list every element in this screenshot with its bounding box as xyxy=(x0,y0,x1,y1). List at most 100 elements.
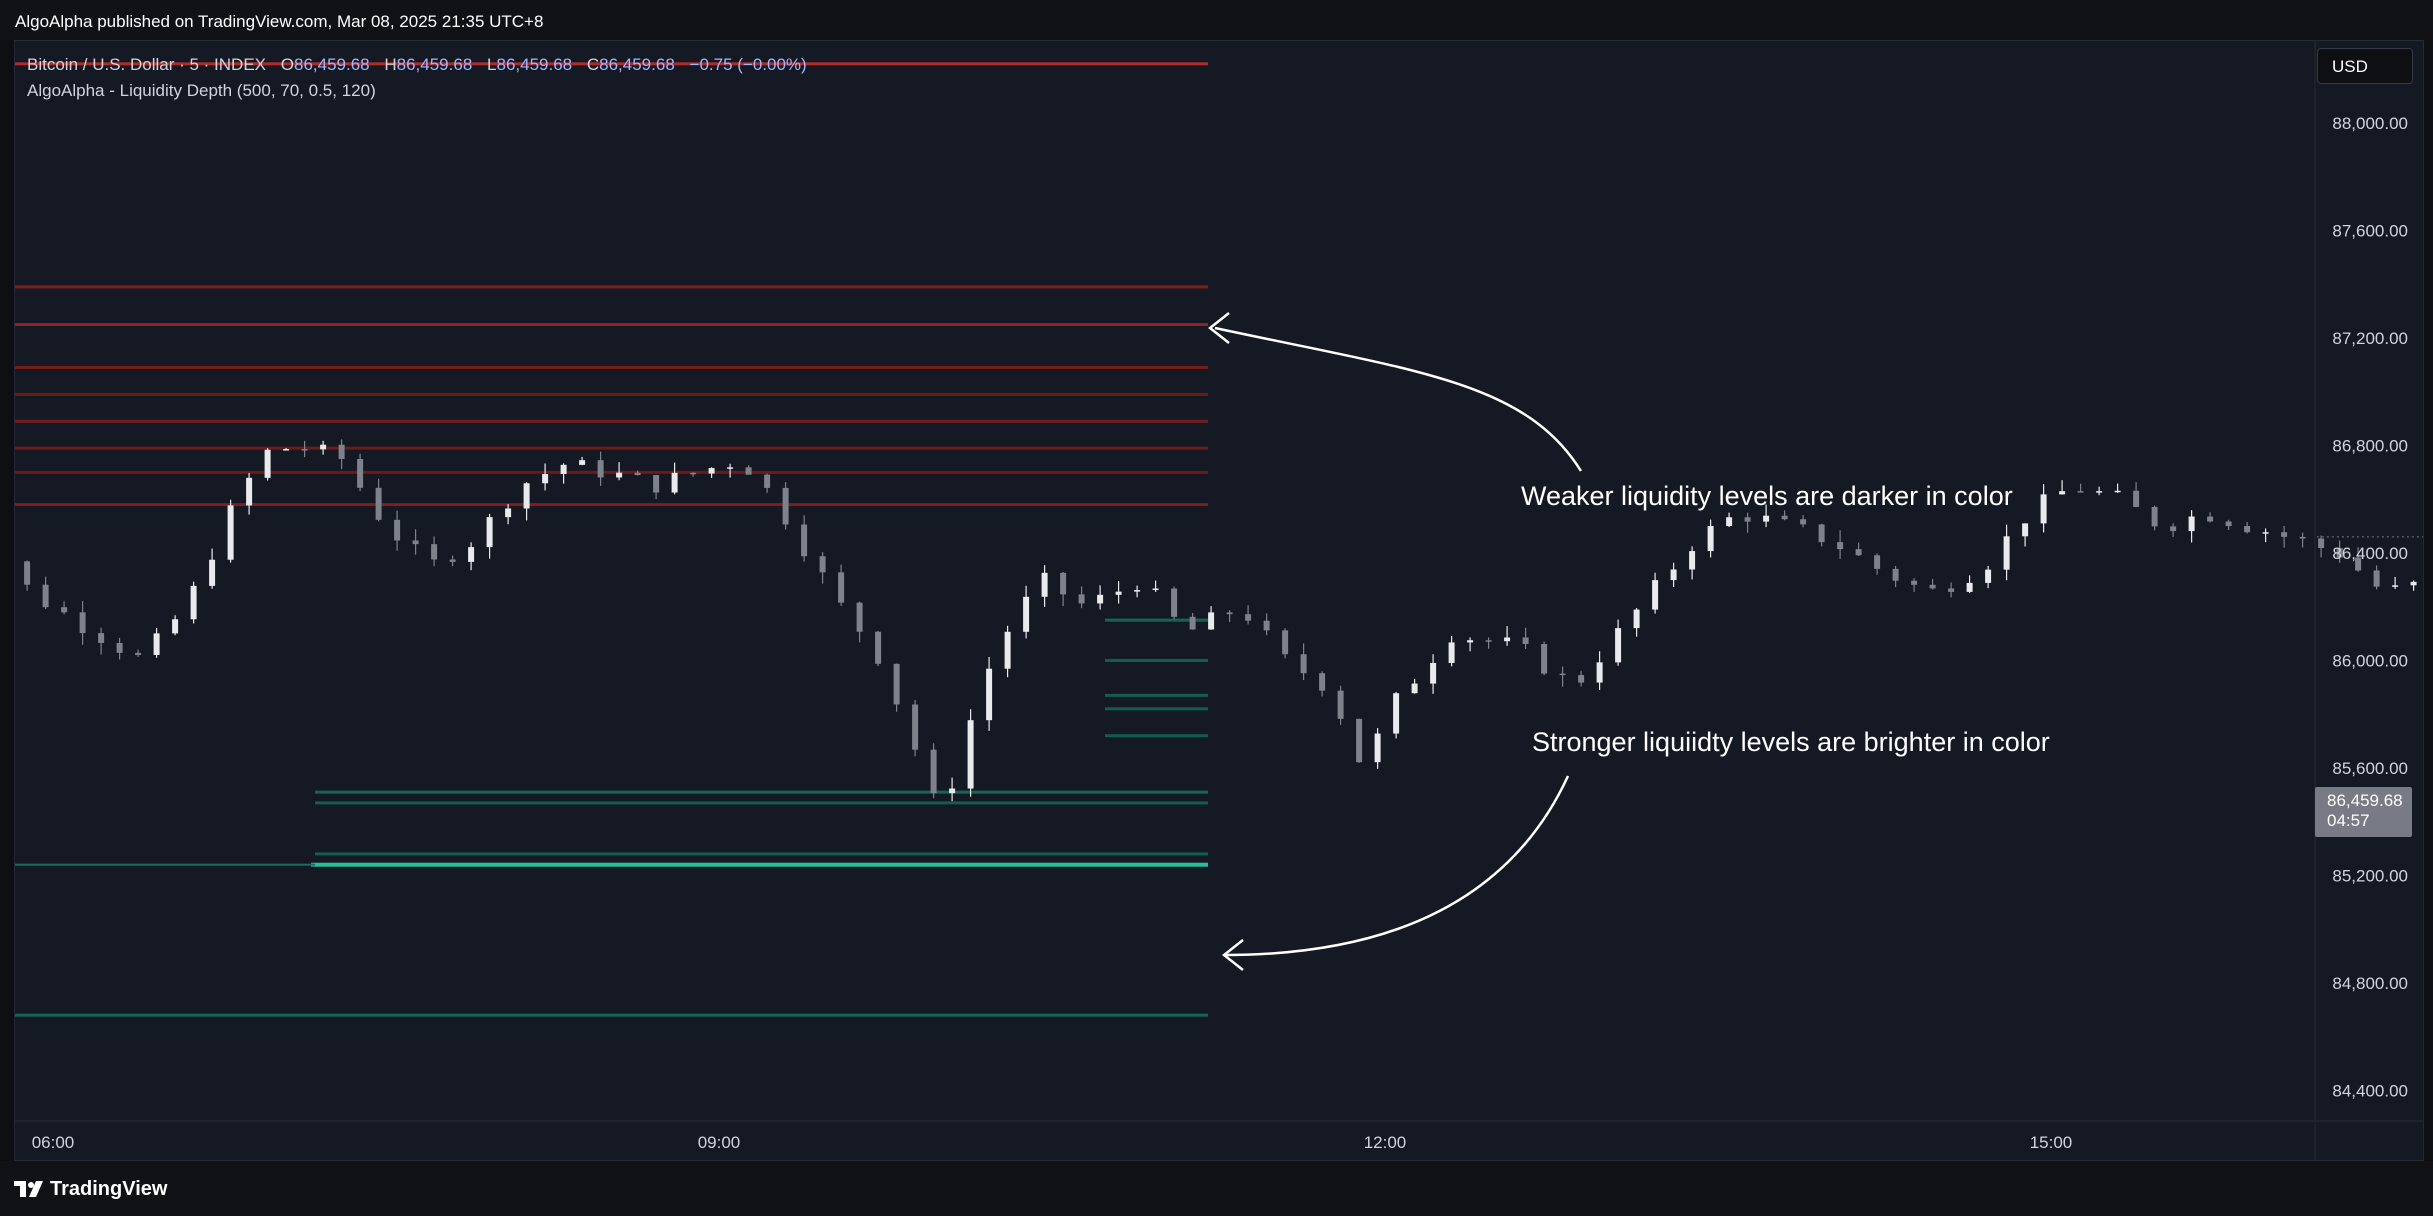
candle-body xyxy=(264,449,271,478)
candle-body xyxy=(338,444,345,459)
candle-body xyxy=(1060,572,1067,595)
indicator-legend[interactable]: AlgoAlpha - Liquidity Depth (500, 70, 0.… xyxy=(27,81,376,100)
candle-body xyxy=(930,749,937,794)
tradingview-logo-icon[interactable] xyxy=(14,1179,48,1199)
candle-body xyxy=(1911,580,1918,585)
support-level-0 xyxy=(1105,618,1208,622)
resistance-level-19 xyxy=(15,392,1208,396)
candle-body xyxy=(2096,491,2103,493)
candle-body xyxy=(727,467,734,469)
candle-body xyxy=(2336,548,2343,558)
candle-body xyxy=(542,474,549,484)
low-value: 86,459.68 xyxy=(496,55,573,74)
candle-body xyxy=(301,449,308,451)
x-tick-label: 06:00 xyxy=(32,1133,75,1152)
candle-body xyxy=(2355,557,2362,571)
y-tick-label: 86,000.00 xyxy=(2332,651,2408,670)
candle-body xyxy=(1448,642,1455,663)
y-tick-label: 86,800.00 xyxy=(2332,436,2408,455)
candle-body xyxy=(912,704,919,750)
candle-body xyxy=(1171,588,1178,617)
candle-body xyxy=(801,524,808,557)
candle-body xyxy=(1411,683,1418,694)
candle-body xyxy=(986,668,993,721)
candle-body xyxy=(597,460,604,478)
y-tick-label: 88,000.00 xyxy=(2332,114,2408,133)
candle-body xyxy=(1929,584,1936,589)
currency-button[interactable]: USD xyxy=(2317,48,2413,84)
y-tick-label: 86,400.00 xyxy=(2332,544,2408,563)
candle-body xyxy=(190,585,197,620)
resistance-level-20 xyxy=(15,419,1208,423)
symbol-legend[interactable]: Bitcoin / U.S. Dollar · 5 · INDEX O86,45… xyxy=(27,55,807,75)
last-price-value: 86,459.68 xyxy=(2327,791,2403,810)
stronger-levels-annotation: Stronger liquiidty levels are brighter i… xyxy=(1532,727,2050,757)
candle-body xyxy=(1541,643,1548,674)
weaker-levels-annotation: Weaker liquidity levels are darker in co… xyxy=(1521,481,2013,511)
candle-body xyxy=(1263,620,1270,631)
candle-body xyxy=(2299,536,2306,539)
price-chart[interactable]: 91,600.0091,200.0090,800.0090,400.0090,0… xyxy=(15,41,2423,1160)
resistance-level-16 xyxy=(15,285,1208,289)
candle-body xyxy=(1874,555,1881,569)
candle-body xyxy=(1226,612,1233,615)
candle-body xyxy=(1763,515,1770,522)
candle-body xyxy=(1078,594,1085,604)
candle-body xyxy=(782,487,789,525)
support-level-3 xyxy=(1105,707,1208,711)
candle-body xyxy=(2392,585,2399,587)
candle-body xyxy=(2059,491,2066,495)
y-tick-label: 87,600.00 xyxy=(2332,221,2408,240)
candle-body xyxy=(116,642,123,653)
support-level-8 xyxy=(311,862,1208,867)
candle-body xyxy=(1837,542,1844,550)
resistance-level-17 xyxy=(15,323,1208,327)
candle-body xyxy=(1855,549,1862,556)
candle-body xyxy=(1504,637,1511,642)
candle-body xyxy=(449,559,456,562)
candle-body xyxy=(2244,526,2251,533)
change-value: −0.75 (−0.00%) xyxy=(689,55,807,74)
support-level-5 xyxy=(315,790,1208,794)
close-value: 86,459.68 xyxy=(599,55,675,74)
weaker-annotation-arrow xyxy=(1214,326,1583,472)
chart-pane[interactable]: 91,600.0091,200.0090,800.0090,400.0090,0… xyxy=(14,40,2424,1161)
candle-body xyxy=(838,572,845,603)
candle-body xyxy=(153,633,160,655)
candle-body xyxy=(1633,609,1640,629)
candle-body xyxy=(856,602,863,632)
x-tick-label: 09:00 xyxy=(698,1133,741,1152)
candle-body xyxy=(708,468,715,474)
candle-body xyxy=(1985,569,1992,583)
candle-body xyxy=(634,472,641,476)
candle-body xyxy=(2022,523,2029,537)
candle-body xyxy=(1485,640,1492,642)
candle-body xyxy=(2040,494,2047,524)
open-value: 86,459.68 xyxy=(293,55,370,74)
support-level-2 xyxy=(1105,693,1208,697)
tradingview-brand[interactable]: TradingView xyxy=(50,1178,168,1200)
candle-body xyxy=(1559,673,1566,676)
bottom-bar: TradingView xyxy=(0,1161,2433,1216)
candle-body xyxy=(2318,538,2325,549)
support-level-extension xyxy=(15,863,315,866)
candle-body xyxy=(486,517,493,548)
symbol-name: Bitcoin / U.S. Dollar · 5 · INDEX xyxy=(27,55,267,74)
candle-body xyxy=(1578,675,1585,683)
stronger-annotation-arrow xyxy=(1224,775,1570,957)
candle-body xyxy=(1337,690,1344,719)
x-tick-label: 12:00 xyxy=(1364,1133,1407,1152)
candle-body xyxy=(671,472,678,493)
candle-body xyxy=(357,458,364,488)
candle-body xyxy=(2114,490,2121,493)
support-level-4 xyxy=(1105,734,1208,738)
candle-body xyxy=(505,508,512,518)
candle-body xyxy=(1707,525,1714,552)
candle-body xyxy=(375,487,382,520)
support-level-9 xyxy=(15,1013,1208,1017)
candle-body xyxy=(1596,662,1603,683)
candle-body xyxy=(394,519,401,541)
candle-body xyxy=(1374,733,1381,763)
y-tick-label: 84,400.00 xyxy=(2332,1081,2408,1100)
candle-body xyxy=(61,607,68,613)
